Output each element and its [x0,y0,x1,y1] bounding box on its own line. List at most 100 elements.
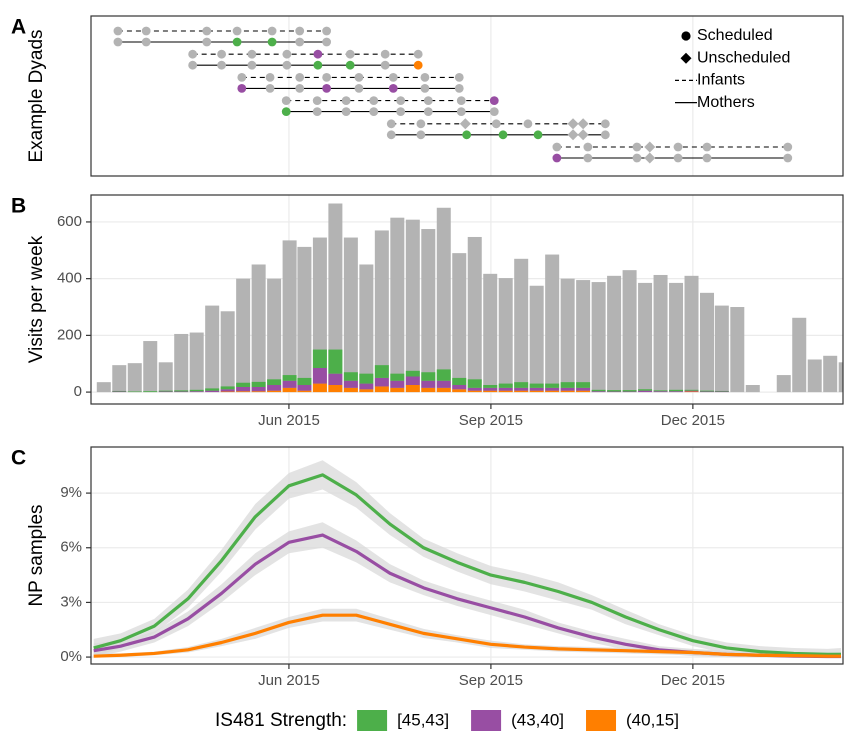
visit-point [396,107,406,116]
bar [653,274,668,393]
bar [838,362,843,393]
visit-point [583,142,593,152]
bar-segment [560,382,575,388]
bar-segment [514,382,529,388]
bar-segment [405,376,420,385]
bar [374,230,389,393]
bar-segment [576,382,591,388]
bar [127,363,142,393]
panel [113,16,793,176]
bar-segment [297,390,312,393]
y-tick-label: 0% [60,648,82,665]
legend-symbol [680,52,692,64]
bar-segment [483,385,498,388]
bar-segment [576,387,591,391]
visit-point [459,118,471,130]
bar-segment [653,391,668,393]
bar-segment [267,379,282,385]
bar-segment [576,390,591,393]
bar-segment [421,380,436,388]
bar-segment [483,390,498,393]
visit-point [491,119,501,129]
visit-point [345,60,355,70]
bar-segment [112,390,127,392]
bar [251,264,266,393]
bar [823,355,838,393]
panel-label: C [11,447,26,470]
bar-segment [638,389,653,391]
bar [96,382,111,393]
bar-segment [267,385,282,391]
visit-point [413,60,423,70]
visit-point [188,49,198,59]
bar [343,237,358,393]
visit-point [783,142,793,152]
bar-segment [112,391,127,393]
visit-point [113,37,123,47]
bar-segment [390,387,405,393]
bar-segment [405,370,420,377]
bar-segment [405,385,420,393]
visit-point [552,153,562,163]
bar-segment [452,389,467,393]
legend-title: IS481 Strength: [215,710,347,731]
bar-segment [483,387,498,391]
bar-segment [297,377,312,385]
bar-segment [529,387,544,391]
visit-point [322,84,332,93]
visit-point [295,37,305,47]
visit-point [247,49,257,59]
visit-point [345,49,355,59]
visit-point [341,96,351,105]
legend-label: Unscheduled [697,49,790,66]
visit-point [489,107,499,116]
bar [700,292,715,393]
visit-point [281,96,291,105]
bar [622,270,637,393]
bar-segment [267,390,282,393]
bar-segment [669,389,684,392]
visit-point [454,73,464,82]
y-tick-label: 6% [60,539,82,556]
visit-point [533,130,543,140]
bar-segment [251,386,266,392]
legend-label: [45,43] [397,710,449,729]
bar [267,278,282,393]
bar-segment [158,391,173,393]
bar-segment [591,391,606,393]
line [93,613,841,658]
bar [560,278,575,393]
bar-segment [328,385,343,393]
y-axis-title: Example Dyads [26,29,47,162]
y-tick-label: 400 [57,270,82,287]
y-tick-label: 0 [74,383,82,400]
bar [514,258,529,393]
visit-point [265,73,275,82]
visit-point [380,60,390,70]
visit-point [265,84,275,93]
bar-segment [220,391,235,393]
visit-point [295,73,305,82]
visit-point [282,49,292,59]
panel-border [90,446,844,665]
legend-key [471,710,502,731]
visit-point [380,49,390,59]
bar-segment [312,383,327,393]
visit-point [369,107,379,116]
visit-point [388,73,398,82]
bar [745,385,760,393]
visit-point [600,130,610,140]
bar [792,317,807,393]
bar [607,275,622,393]
visit-point [583,153,593,163]
bar-segment [421,372,436,381]
y-axis-title: NP samples [26,504,47,606]
visit-point [313,60,323,70]
visit-point [552,142,562,152]
visit-point [783,153,793,163]
visit-point [267,26,277,36]
bar-segment [174,391,189,393]
bar-segment [514,387,529,391]
bar [591,282,606,393]
